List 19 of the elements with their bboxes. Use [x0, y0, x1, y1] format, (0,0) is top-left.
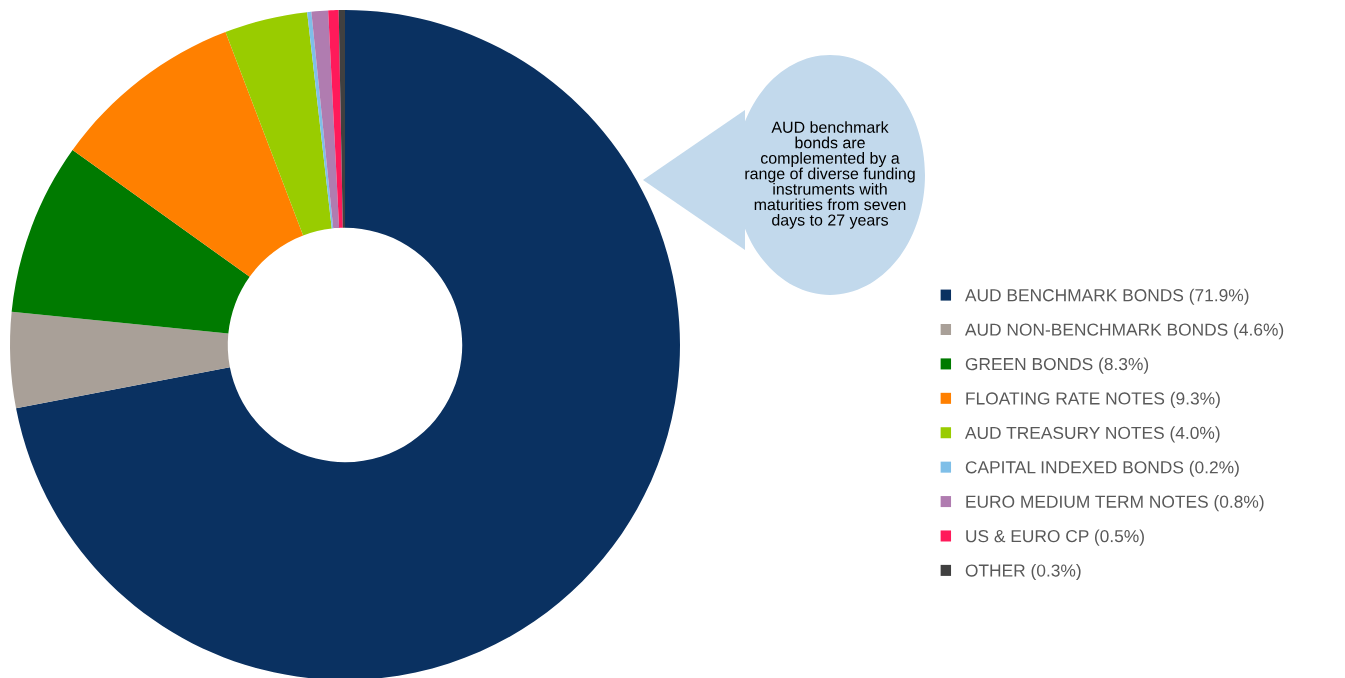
legend-label: US & EURO CP (0.5%) [966, 529, 1144, 546]
legend-label: EURO MEDIUM TERM NOTES (0.8%) [966, 495, 1264, 512]
legend-label: FLOATING RATE NOTES (9.3%) [966, 391, 1220, 409]
donut-slice [338, 10, 345, 228]
legend-label: GREEN BONDS (8.3%) [965, 357, 1149, 374]
legend-label: AUD TREASURY NOTES (4.0%) [964, 426, 1220, 443]
legend-label: CAPITAL INDEXED BONDS (0.2%) [965, 460, 1239, 477]
legend-label: AUD BENCHMARK BONDS (71.9%) [964, 288, 1249, 305]
donut-slice [311, 10, 340, 229]
donut-slice [328, 10, 343, 228]
donut-slice [10, 311, 230, 409]
legend-label: AUD NON-BENCHMARK BONDS (4.6%) [964, 323, 1284, 340]
donut-slice [72, 32, 304, 277]
donut-slice [307, 11, 334, 229]
donut-slice [11, 150, 250, 334]
text: AUD benchmark bonds are complemented by a range of diverse funding instruments with maturities from seven days to 27 years [745, 121, 915, 229]
donut-slice [225, 12, 332, 236]
legend-label: OTHER (0.3%) [965, 563, 1081, 581]
donut-slice [16, 10, 680, 678]
